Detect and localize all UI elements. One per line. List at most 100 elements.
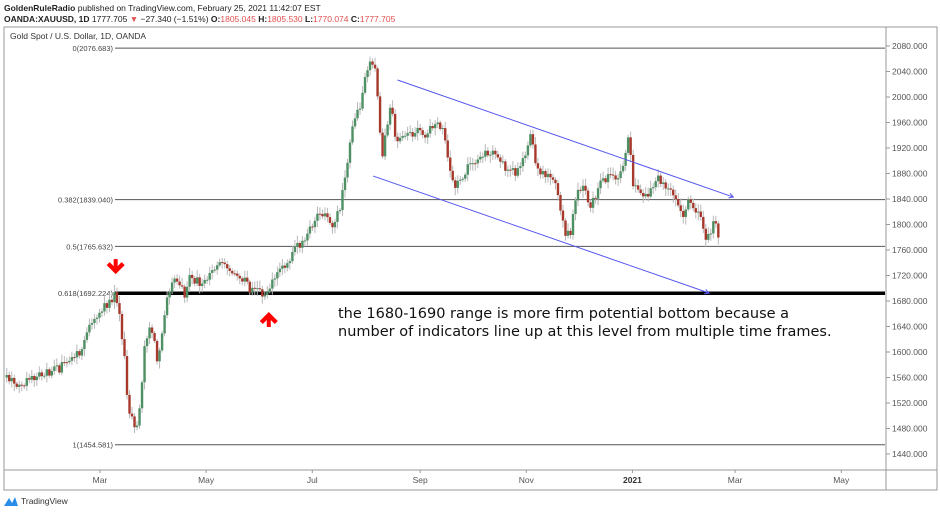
candle-body xyxy=(474,163,477,165)
candle-body xyxy=(631,154,635,187)
candle-body xyxy=(606,174,610,183)
candle-body xyxy=(286,263,289,268)
candle-body xyxy=(100,311,104,313)
candle-body xyxy=(301,240,304,248)
time-axis[interactable]: Mar May Jul Sep Nov 2021 Mar May xyxy=(93,470,850,485)
candle-body xyxy=(135,425,139,428)
fib-retracement[interactable]: 0(2076.683) 0.382(1839.040) 0.5(1765.632) 0… xyxy=(58,44,885,450)
candle-body xyxy=(363,77,367,93)
tradingview-logo[interactable]: TradingView xyxy=(4,496,68,506)
candle-body xyxy=(717,223,720,238)
candle-body xyxy=(231,270,234,274)
candle-body xyxy=(53,366,56,372)
candle-body xyxy=(288,261,292,264)
candle-body xyxy=(684,209,687,217)
candle-body xyxy=(426,133,429,138)
candle-body xyxy=(421,130,424,135)
candle-body xyxy=(353,118,357,127)
candle-body xyxy=(712,221,715,234)
arrows[interactable] xyxy=(106,259,278,327)
candle-body xyxy=(133,416,136,428)
candle-body xyxy=(65,362,69,364)
candle-body xyxy=(168,291,171,298)
candle-body xyxy=(221,262,224,264)
candle-body xyxy=(338,210,342,212)
published-text: published on TradingView.com, February 2… xyxy=(77,3,321,13)
candle-body xyxy=(253,287,256,289)
candle-body xyxy=(659,175,662,184)
candle-body xyxy=(283,265,287,268)
candle-body xyxy=(48,369,51,376)
candle-body xyxy=(205,279,209,281)
candle-body xyxy=(531,134,535,145)
candle-body xyxy=(10,377,13,382)
candle-body xyxy=(456,180,459,188)
candle-body xyxy=(662,182,665,184)
candle-body xyxy=(571,214,575,236)
candle-body xyxy=(381,132,384,157)
price-tick-label: 1840.000 xyxy=(892,194,928,204)
candle-body xyxy=(428,126,432,134)
candle-body xyxy=(303,240,307,242)
candle-body xyxy=(333,221,337,228)
publisher-name[interactable]: GoldenRuleRadio xyxy=(4,3,76,13)
fib-level-label: 1(1454.581) xyxy=(73,441,114,450)
candle-body xyxy=(511,168,515,170)
candle-body xyxy=(704,228,707,240)
price-tick-label: 1920.000 xyxy=(892,143,928,153)
symbol-info: OANDA:XAUUSD, 1D 1777.705 ▼ −27.340 (−1.… xyxy=(4,14,395,24)
candle-body xyxy=(436,122,439,125)
candle-body xyxy=(646,193,650,197)
chart-frame xyxy=(3,26,938,491)
candle-body xyxy=(238,275,241,279)
candle-body xyxy=(656,175,660,182)
price-tick-label: 1800.000 xyxy=(892,220,928,230)
candle-body xyxy=(489,154,492,156)
candle-body xyxy=(85,332,89,340)
candle-body xyxy=(393,113,397,137)
candle-body xyxy=(702,216,705,229)
candle-body xyxy=(248,281,251,293)
candle-body xyxy=(398,137,402,142)
candle-body xyxy=(616,178,620,180)
candle-body xyxy=(218,262,221,266)
trend-channel[interactable] xyxy=(373,79,735,295)
candle-body xyxy=(113,292,116,303)
last-price: 1777.705 xyxy=(91,14,128,24)
candles xyxy=(5,56,720,433)
candle-body xyxy=(246,277,249,282)
annotation-line-1[interactable]: the 1680-1690 range is more firm potenti… xyxy=(338,306,789,322)
candle-body xyxy=(636,185,640,190)
candle-body xyxy=(541,171,545,175)
candle-body xyxy=(601,178,605,181)
candle-body xyxy=(466,164,469,175)
candle-body xyxy=(95,317,99,320)
candle-body xyxy=(504,161,507,171)
candle-body xyxy=(5,374,8,378)
price-axis[interactable]: 2080.000 2040.000 2000.000 1960.000 1920.000… xyxy=(886,41,928,459)
candle-body xyxy=(110,299,114,303)
candle-body xyxy=(50,371,54,376)
price-tick-label: 1880.000 xyxy=(892,169,928,179)
candle-body xyxy=(614,175,617,180)
candle-body xyxy=(611,174,615,176)
annotation-line-2[interactable]: number of indicators line up at this lev… xyxy=(338,324,832,340)
candle-body xyxy=(484,150,487,157)
candle-body xyxy=(679,205,682,212)
candle-body xyxy=(709,233,713,235)
candle-body xyxy=(193,278,196,284)
candle-body xyxy=(228,268,231,271)
candle-body xyxy=(323,213,327,217)
candle-body xyxy=(236,273,239,276)
candle-body xyxy=(188,274,191,287)
candle-body xyxy=(654,181,657,188)
candle-body xyxy=(551,177,555,180)
publish-info: GoldenRuleRadio published on TradingView… xyxy=(4,3,321,13)
candle-body xyxy=(8,374,11,382)
candle-body xyxy=(559,195,562,211)
candle-body xyxy=(125,356,129,395)
candle-body xyxy=(674,195,677,200)
candle-body xyxy=(45,369,49,376)
candle-body xyxy=(256,288,259,290)
